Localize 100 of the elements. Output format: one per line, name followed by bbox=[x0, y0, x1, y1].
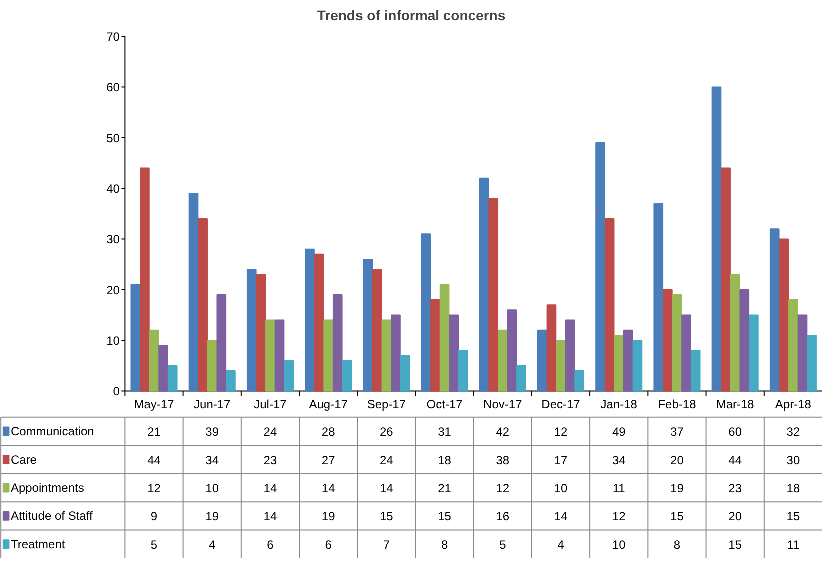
data-label: 26 bbox=[380, 425, 394, 440]
data-label: 21 bbox=[438, 481, 452, 496]
bar bbox=[479, 178, 490, 392]
data-label: 24 bbox=[380, 453, 394, 468]
data-label: 10 bbox=[206, 481, 220, 496]
y-tick-label: 70 bbox=[106, 30, 120, 44]
y-tick-label: 40 bbox=[106, 182, 120, 196]
data-label: 44 bbox=[148, 453, 162, 468]
bar bbox=[421, 234, 432, 392]
data-label: 18 bbox=[786, 481, 800, 496]
bar bbox=[672, 294, 682, 392]
data-label: 11 bbox=[787, 538, 800, 552]
legend-label: Treatment bbox=[10, 537, 66, 552]
x-tick-label: Apr-18 bbox=[775, 397, 812, 412]
data-label: 44 bbox=[728, 453, 742, 468]
bar bbox=[449, 314, 460, 392]
bar bbox=[730, 274, 740, 392]
data-label: 11 bbox=[612, 481, 626, 496]
data-label: 42 bbox=[496, 425, 510, 440]
bar bbox=[807, 335, 817, 392]
bar bbox=[363, 259, 374, 392]
data-label: 34 bbox=[206, 453, 220, 468]
bar bbox=[256, 274, 266, 392]
bar bbox=[284, 360, 294, 392]
bar bbox=[770, 228, 780, 392]
bar bbox=[140, 168, 150, 392]
x-tick-label: May-17 bbox=[134, 397, 175, 412]
bar bbox=[565, 320, 576, 392]
bar bbox=[207, 340, 218, 392]
data-label: 7 bbox=[383, 538, 390, 552]
data-label: 31 bbox=[438, 425, 452, 440]
bar bbox=[488, 198, 499, 392]
data-label: 14 bbox=[264, 481, 278, 496]
data-label: 24 bbox=[264, 425, 278, 440]
bar bbox=[712, 86, 722, 392]
y-tick-label: 10 bbox=[106, 334, 120, 348]
bar bbox=[498, 330, 508, 392]
bar bbox=[516, 365, 526, 392]
x-tick-label: Sep-17 bbox=[367, 397, 406, 412]
bar bbox=[130, 284, 141, 392]
bar bbox=[654, 203, 664, 392]
data-label: 34 bbox=[612, 453, 626, 468]
data-label: 23 bbox=[728, 481, 742, 496]
data-label: 39 bbox=[206, 425, 220, 440]
bar bbox=[458, 350, 468, 392]
bar bbox=[546, 304, 557, 392]
data-label: 9 bbox=[150, 510, 158, 524]
bar bbox=[274, 320, 285, 392]
data-label: 10 bbox=[612, 538, 626, 552]
legend-label: Care bbox=[10, 452, 38, 467]
legend-label: Attitude of Staff bbox=[10, 509, 94, 524]
bar bbox=[556, 340, 566, 392]
data-label: 15 bbox=[380, 510, 394, 524]
bar bbox=[690, 350, 701, 392]
x-tick-label: Jul-17 bbox=[254, 397, 288, 412]
data-label: 5 bbox=[150, 538, 158, 552]
data-label: 15 bbox=[786, 510, 800, 524]
data-label: 4 bbox=[558, 538, 565, 552]
data-label: 12 bbox=[554, 425, 568, 440]
bar bbox=[798, 314, 808, 392]
x-tick-label: Mar-18 bbox=[716, 397, 755, 412]
data-label: 12 bbox=[148, 481, 162, 496]
data-label: 19 bbox=[670, 481, 684, 496]
data-label: 8 bbox=[674, 538, 681, 552]
legend-label: Communication bbox=[10, 424, 94, 439]
bar bbox=[682, 314, 692, 392]
bar bbox=[382, 320, 392, 392]
data-label: 27 bbox=[322, 453, 336, 468]
data-label: 14 bbox=[322, 481, 336, 496]
bar bbox=[663, 289, 673, 392]
bar bbox=[342, 360, 352, 392]
data-label: 15 bbox=[670, 510, 684, 524]
data-label: 14 bbox=[264, 510, 278, 524]
data-label: 20 bbox=[670, 453, 684, 468]
y-tick-label: 30 bbox=[106, 232, 120, 247]
y-tick-label: 60 bbox=[106, 80, 120, 95]
data-label: 14 bbox=[380, 481, 394, 496]
bar bbox=[314, 254, 324, 392]
bar bbox=[624, 330, 634, 392]
bar bbox=[614, 335, 624, 392]
x-tick-label: Feb-18 bbox=[658, 397, 697, 412]
data-label: 30 bbox=[786, 453, 800, 468]
data-label: 37 bbox=[670, 425, 684, 440]
bar bbox=[604, 218, 615, 392]
x-tick-label: Dec-17 bbox=[542, 397, 581, 412]
data-label: 20 bbox=[728, 510, 742, 524]
data-label: 38 bbox=[496, 453, 510, 468]
data-label: 60 bbox=[728, 425, 742, 440]
bar bbox=[632, 340, 643, 392]
bar bbox=[332, 294, 343, 392]
bar bbox=[596, 142, 606, 392]
bar bbox=[226, 370, 236, 392]
bar bbox=[779, 238, 790, 392]
bar bbox=[216, 294, 227, 392]
data-label: 28 bbox=[322, 425, 336, 440]
data-label: 12 bbox=[496, 481, 510, 496]
y-tick-label: 50 bbox=[106, 131, 120, 146]
data-label: 15 bbox=[438, 510, 452, 524]
data-label: 17 bbox=[554, 453, 568, 468]
data-label: 5 bbox=[500, 538, 507, 552]
